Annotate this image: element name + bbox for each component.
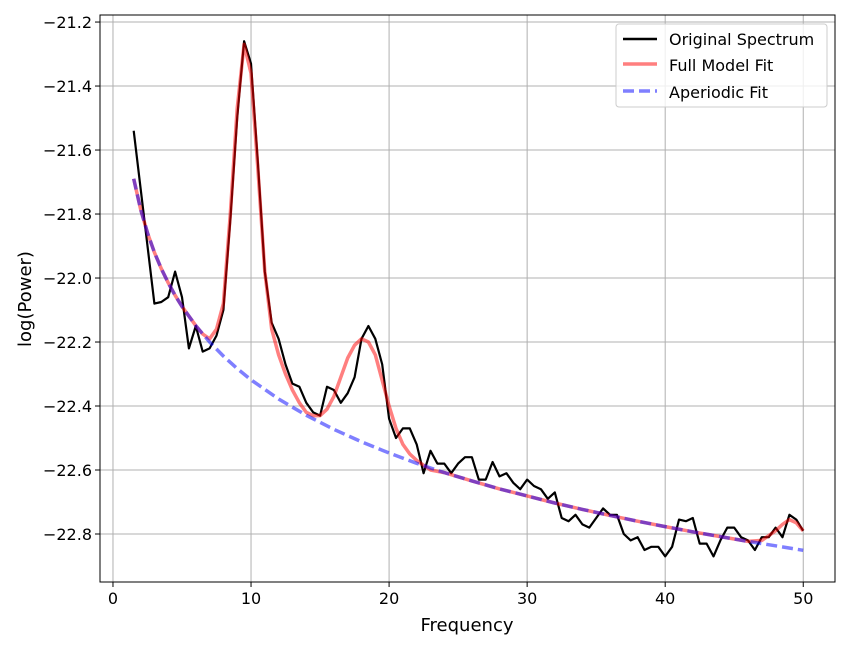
y-tick-label: −22.4 <box>43 397 92 416</box>
legend-box <box>615 23 828 108</box>
x-tick-label: 40 <box>655 589 675 608</box>
x-tick-label: 10 <box>241 589 261 608</box>
legend-label-full-model: Full Model Fit <box>669 56 773 75</box>
full-model-fit-line <box>131 42 805 544</box>
y-tick-label: −22.6 <box>43 461 92 480</box>
x-tick-label: 0 <box>108 589 118 608</box>
x-tick-label: 20 <box>379 589 399 608</box>
y-tick-label: −21.4 <box>43 77 92 96</box>
y-tick-label: −21.6 <box>43 141 92 160</box>
y-axis-label: log(Power) <box>15 251 36 347</box>
series-lines <box>131 40 805 558</box>
y-tick-label: −21.8 <box>43 205 92 224</box>
y-tick-label: −22.2 <box>43 333 92 352</box>
x-axis-label: Frequency <box>421 615 514 636</box>
grid-lines <box>100 15 835 582</box>
x-tick-label: 30 <box>517 589 537 608</box>
axis-ticks: 0 10 20 30 40 50 −21.2 −21.4 −21.6 −21.8 −22.0 −22.… <box>43 13 813 608</box>
x-tick-label: 50 <box>793 589 813 608</box>
y-tick-label: −22.8 <box>43 525 92 544</box>
legend-label-original: Original Spectrum <box>669 30 814 49</box>
axes-frame <box>99 14 836 583</box>
y-tick-label: −21.2 <box>43 13 92 32</box>
legend: Original Spectrum Full Model Fit Aperiod… <box>615 23 828 108</box>
legend-label-aperiodic: Aperiodic Fit <box>669 83 768 102</box>
aperiodic-fit-line <box>131 178 804 553</box>
y-tick-label: −22.0 <box>43 269 92 288</box>
